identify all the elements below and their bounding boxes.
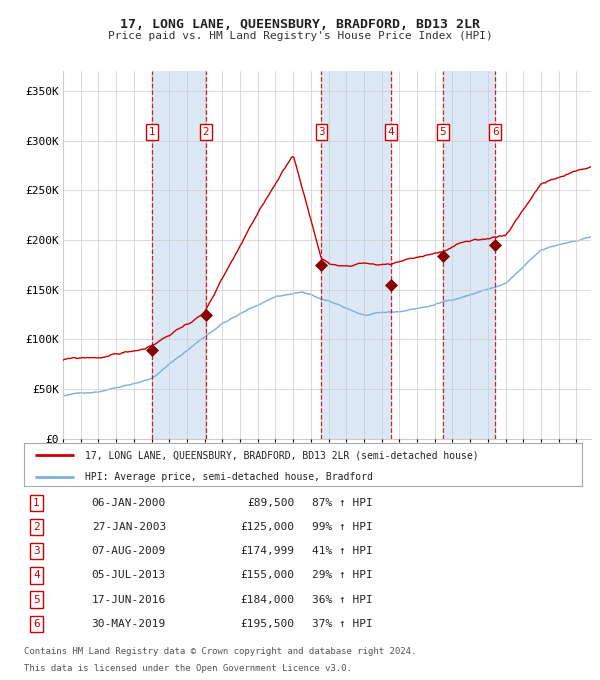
Text: 3: 3 <box>318 127 325 137</box>
Bar <box>322 71 391 439</box>
Text: 17, LONG LANE, QUEENSBURY, BRADFORD, BD13 2LR: 17, LONG LANE, QUEENSBURY, BRADFORD, BD1… <box>120 18 480 31</box>
Text: 1: 1 <box>33 498 40 508</box>
Text: 99% ↑ HPI: 99% ↑ HPI <box>311 522 373 532</box>
Text: £184,000: £184,000 <box>241 594 295 605</box>
Text: 29% ↑ HPI: 29% ↑ HPI <box>311 571 373 581</box>
Text: 37% ↑ HPI: 37% ↑ HPI <box>311 619 373 629</box>
Text: HPI: Average price, semi-detached house, Bradford: HPI: Average price, semi-detached house,… <box>85 472 373 481</box>
Text: 4: 4 <box>388 127 394 137</box>
Text: 6: 6 <box>492 127 499 137</box>
Text: 87% ↑ HPI: 87% ↑ HPI <box>311 498 373 508</box>
Text: 30-MAY-2019: 30-MAY-2019 <box>92 619 166 629</box>
Text: £89,500: £89,500 <box>247 498 295 508</box>
Text: 3: 3 <box>33 546 40 556</box>
Text: 5: 5 <box>33 594 40 605</box>
Text: 06-JAN-2000: 06-JAN-2000 <box>92 498 166 508</box>
Text: 2: 2 <box>203 127 209 137</box>
Text: 17-JUN-2016: 17-JUN-2016 <box>92 594 166 605</box>
Text: 17, LONG LANE, QUEENSBURY, BRADFORD, BD13 2LR (semi-detached house): 17, LONG LANE, QUEENSBURY, BRADFORD, BD1… <box>85 450 479 460</box>
Text: 1: 1 <box>149 127 155 137</box>
Text: Contains HM Land Registry data © Crown copyright and database right 2024.: Contains HM Land Registry data © Crown c… <box>24 647 416 656</box>
Text: 5: 5 <box>440 127 446 137</box>
Text: £155,000: £155,000 <box>241 571 295 581</box>
Text: 36% ↑ HPI: 36% ↑ HPI <box>311 594 373 605</box>
Text: 41% ↑ HPI: 41% ↑ HPI <box>311 546 373 556</box>
Text: 27-JAN-2003: 27-JAN-2003 <box>92 522 166 532</box>
Bar <box>443 71 495 439</box>
Text: £195,500: £195,500 <box>241 619 295 629</box>
Text: 2: 2 <box>33 522 40 532</box>
Text: £125,000: £125,000 <box>241 522 295 532</box>
Text: 6: 6 <box>33 619 40 629</box>
Text: 05-JUL-2013: 05-JUL-2013 <box>92 571 166 581</box>
Text: 07-AUG-2009: 07-AUG-2009 <box>92 546 166 556</box>
Text: 4: 4 <box>33 571 40 581</box>
Bar <box>152 71 206 439</box>
Text: Price paid vs. HM Land Registry's House Price Index (HPI): Price paid vs. HM Land Registry's House … <box>107 31 493 41</box>
Text: This data is licensed under the Open Government Licence v3.0.: This data is licensed under the Open Gov… <box>24 664 352 673</box>
Text: £174,999: £174,999 <box>241 546 295 556</box>
